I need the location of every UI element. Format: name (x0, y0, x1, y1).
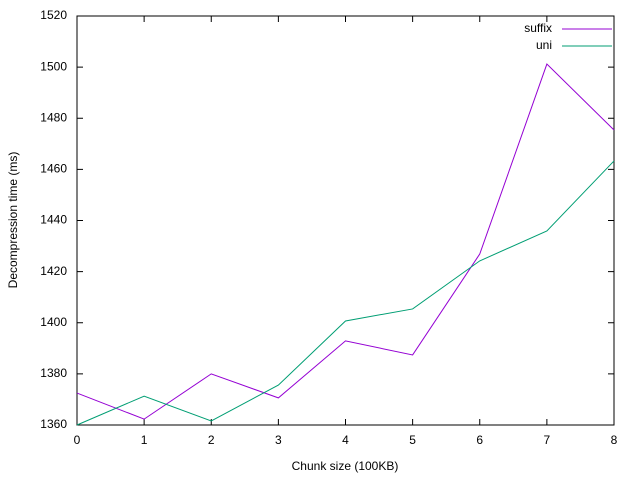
x-tick-label: 5 (409, 433, 416, 447)
y-tick-label: 1380 (40, 366, 67, 380)
y-tick-label: 1500 (40, 59, 67, 73)
x-tick-label: 2 (208, 433, 215, 447)
plot-border (76, 15, 615, 426)
x-axis-label: Chunk size (100KB) (292, 459, 399, 473)
series-line (76, 160, 615, 426)
legend-label: suffix (524, 21, 552, 35)
x-tick-label: 3 (275, 433, 282, 447)
y-tick-label: 1360 (40, 417, 67, 431)
x-tick-label: 4 (342, 433, 349, 447)
x-tick-label: 1 (141, 433, 148, 447)
y-tick-label: 1520 (40, 8, 67, 22)
x-tick-label: 0 (74, 433, 81, 447)
legend-label: uni (536, 38, 552, 52)
series-line (76, 63, 615, 420)
x-tick-label: 8 (611, 433, 618, 447)
y-tick-label: 1480 (40, 110, 67, 124)
y-tick-label: 1460 (40, 162, 67, 176)
y-tick-label: 1440 (40, 213, 67, 227)
y-tick-label: 1400 (40, 315, 67, 329)
x-tick-label: 7 (544, 433, 551, 447)
y-axis-label: Decompression time (ms) (6, 152, 20, 289)
x-tick-label: 6 (476, 433, 483, 447)
y-tick-label: 1420 (40, 264, 67, 278)
